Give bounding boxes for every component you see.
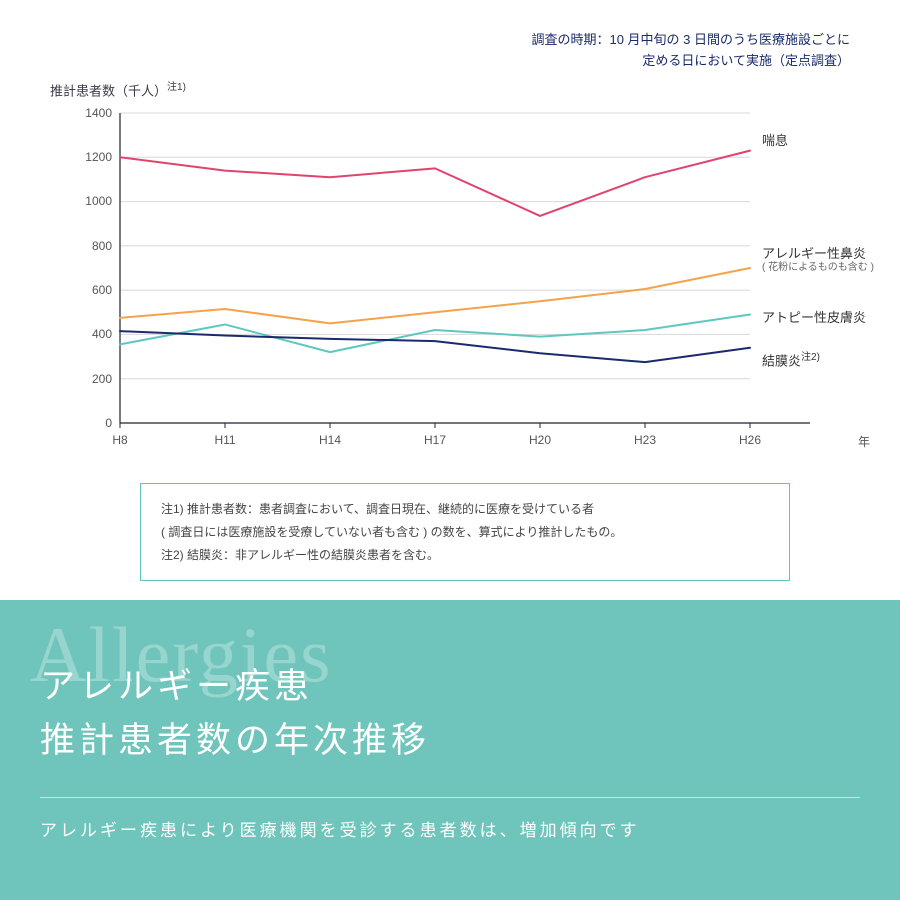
y-tick-label: 400 [72,327,112,341]
y-tick-label: 600 [72,283,112,297]
x-axis-unit: 年 [858,433,870,450]
y-tick-label: 800 [72,239,112,253]
x-tick-label: H23 [634,433,656,447]
title-banner: Allergies アレルギー疾患 推計患者数の年次推移 アレルギー疾患により医… [0,600,900,900]
survey-timing-note: 調査の時期：10 月中旬の 3 日間のうち医療施設ごとに 定める日において実施（… [20,30,880,72]
series-label-asthma: 喘息 [762,133,788,149]
line-chart: 年 0 200 400 600 800 1000 1200 1400 H8 H11 H14 H17 H2… [70,103,870,463]
series-label-atopic_dermatitis: アトピー性皮膚炎 [762,310,866,326]
survey-note-line2: 定める日において実施（定点調査） [20,51,850,72]
series-label-conjunctivitis: 結膜炎注2) [762,352,820,369]
survey-note-line1: 調査の時期：10 月中旬の 3 日間のうち医療施設ごとに [20,30,850,51]
chart-svg [70,103,870,463]
banner-subtitle: アレルギー疾患により医療機関を受診する患者数は、増加傾向です [40,816,860,841]
series-label-allergic_rhinitis: アレルギー性鼻炎( 花粉によるものも含む ) [762,246,874,274]
footnote-1b: ( 調査日には医療施設を受療していない者も含む ) の数を、算式により推計したも… [161,521,769,544]
x-tick-label: H26 [739,433,761,447]
footnote-2: 注2) 結膜炎：非アレルギー性の結膜炎患者を含む。 [161,544,769,567]
y-tick-label: 1000 [72,194,112,208]
banner-title: アレルギー疾患 推計患者数の年次推移 [40,660,860,769]
x-tick-label: H20 [529,433,551,447]
x-tick-label: H17 [424,433,446,447]
x-tick-label: H14 [319,433,341,447]
y-tick-label: 0 [72,416,112,430]
y-tick-label: 200 [72,372,112,386]
x-tick-label: H11 [214,433,235,447]
y-axis-title: 推計患者数（千人）注1) [50,78,880,99]
footnote-1a: 注1) 推計患者数：患者調査において、調査日現在、継続的に医療を受けている者 [161,498,769,521]
footnotes-box: 注1) 推計患者数：患者調査において、調査日現在、継続的に医療を受けている者 (… [140,483,790,581]
y-tick-label: 1200 [72,150,112,164]
x-tick-label: H8 [112,433,127,447]
banner-divider [40,797,860,798]
y-tick-label: 1400 [72,106,112,120]
